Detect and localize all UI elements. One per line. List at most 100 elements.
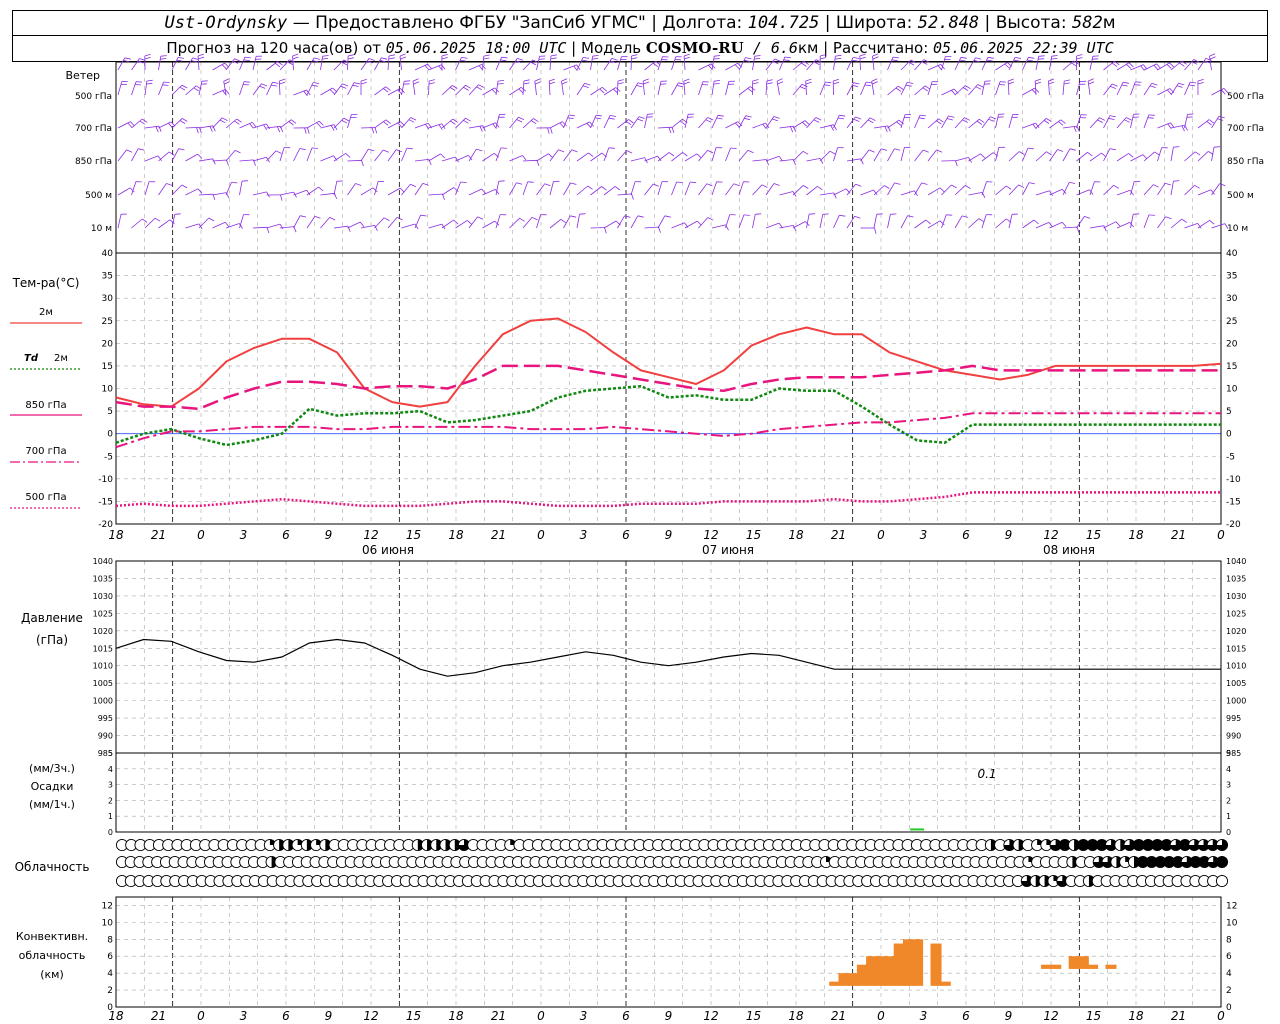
wind-barb-feather (959, 59, 966, 62)
convective-bar (939, 981, 951, 986)
temp-tick-left: -10 (98, 475, 113, 485)
wind-barb-feather (988, 118, 995, 122)
wind-barb-feather (241, 180, 249, 182)
wind-barb-feather (586, 122, 592, 128)
wind-barb-feather (481, 64, 486, 70)
wind-barb-feather (921, 61, 928, 65)
model-name: COSMO-RU (645, 39, 744, 57)
wind-barb (941, 115, 949, 129)
wind-barb-feather (199, 127, 202, 134)
wind-barb-feather (1197, 223, 1202, 229)
x-tick-label-bottom: 21 (491, 1009, 506, 1023)
wind-barb-feather (422, 183, 429, 186)
wind-barb (779, 125, 794, 129)
wind-barb (225, 58, 235, 71)
wind-barb (684, 220, 698, 229)
wind-barb-feather (532, 59, 539, 64)
wind-barb-feather (1048, 81, 1055, 85)
convective-bar (1105, 964, 1117, 969)
wind-barb-feather (549, 78, 555, 82)
wind-barb (252, 191, 267, 196)
convective-bar (902, 939, 914, 986)
wind-barb-feather (244, 56, 251, 59)
temp-tick-right: 0 (1226, 430, 1232, 440)
wind-level-850hpa-label: 850 гПа (75, 157, 112, 167)
wind-barb (522, 118, 534, 129)
wind-barb (1076, 114, 1082, 129)
wind-barb (927, 187, 941, 196)
wind-barb-feather (1147, 117, 1154, 119)
cloud-fill (458, 839, 470, 851)
wind-barb-feather (744, 59, 751, 62)
wind-barb (914, 59, 925, 71)
pressure-tick-right: 1040 (1226, 557, 1246, 566)
wind-barb-feather (1048, 222, 1053, 228)
cloud-fill (1096, 839, 1108, 851)
wind-barb-feather (193, 87, 200, 92)
wind-barb (806, 185, 818, 196)
wind-barb-feather (936, 149, 943, 153)
cloud-fill (1050, 839, 1062, 851)
wind-barb (941, 88, 955, 96)
wind-barb-feather (1197, 82, 1204, 85)
cloud-fill (1093, 856, 1105, 868)
wind-barb (347, 114, 352, 129)
wind-barb-feather (424, 65, 430, 71)
wind-barb-feather (801, 83, 808, 88)
wind-barb (293, 215, 301, 229)
wind-barb-feather (404, 80, 411, 82)
station-name: Ust-Ordynsky (164, 13, 288, 33)
wind-barb (683, 81, 686, 96)
wind-barb (536, 56, 540, 71)
wind-barb (846, 57, 854, 71)
wind-barb (223, 81, 227, 96)
wind-barb-feather (1142, 154, 1148, 160)
wind-barb (1211, 147, 1215, 162)
wind-barb-feather (1218, 115, 1225, 119)
wind-barb-feather (442, 193, 445, 200)
wind-barb (846, 116, 856, 129)
wind-barb-feather (895, 87, 902, 92)
wind-barb-feather (705, 119, 712, 123)
wind-barb (495, 81, 499, 96)
wind-barb-feather (483, 57, 490, 60)
wind-barb-feather (141, 218, 148, 223)
wind-barb-feather (277, 61, 283, 66)
convective-tick-left: 8 (107, 935, 113, 945)
wind-barb (561, 81, 564, 96)
wind-barb (534, 81, 537, 96)
wind-barb (995, 81, 1001, 96)
wind-barb (752, 122, 766, 129)
wind-barb-feather (684, 56, 691, 60)
wind-barb (617, 150, 628, 162)
t850-line (115, 364, 1221, 411)
wind-barb-feather (1099, 117, 1105, 121)
wind-barb-feather (383, 149, 389, 153)
cloud-fill (1133, 839, 1145, 851)
legend-t700-label: 700 гПа (25, 446, 66, 457)
wind-barb (603, 58, 613, 71)
wind-barb-feather (1073, 60, 1079, 65)
wind-barb (1157, 216, 1167, 229)
wind-barb (347, 221, 361, 229)
x-tick-label-bottom: 18 (1128, 1009, 1144, 1023)
legend-td-symbol: Td (24, 353, 39, 364)
wind-barb-feather (232, 60, 239, 64)
wind-barb-feather (1129, 222, 1134, 228)
wind-barb-feather (744, 117, 751, 121)
wind-barb-feather (596, 114, 603, 117)
wind-barb-feather (1217, 118, 1224, 121)
wind-barb-feather (939, 187, 945, 193)
wind-barb-feather (833, 81, 840, 85)
x-tick-label-top: 9 (665, 528, 673, 542)
wind-barb-feather (343, 117, 350, 122)
x-tick-label-bottom: 15 (406, 1009, 421, 1023)
precip-tick-left: 0 (108, 828, 113, 837)
precip-tick-left: 1 (108, 812, 113, 821)
wind-barb-feather (713, 58, 720, 60)
wind-barb (860, 81, 867, 96)
wind-barb (671, 82, 679, 96)
cloud-cover-symbol (1197, 838, 1210, 852)
pressure-tick-left: 1040 (93, 557, 113, 566)
wind-barb-feather (266, 227, 270, 234)
